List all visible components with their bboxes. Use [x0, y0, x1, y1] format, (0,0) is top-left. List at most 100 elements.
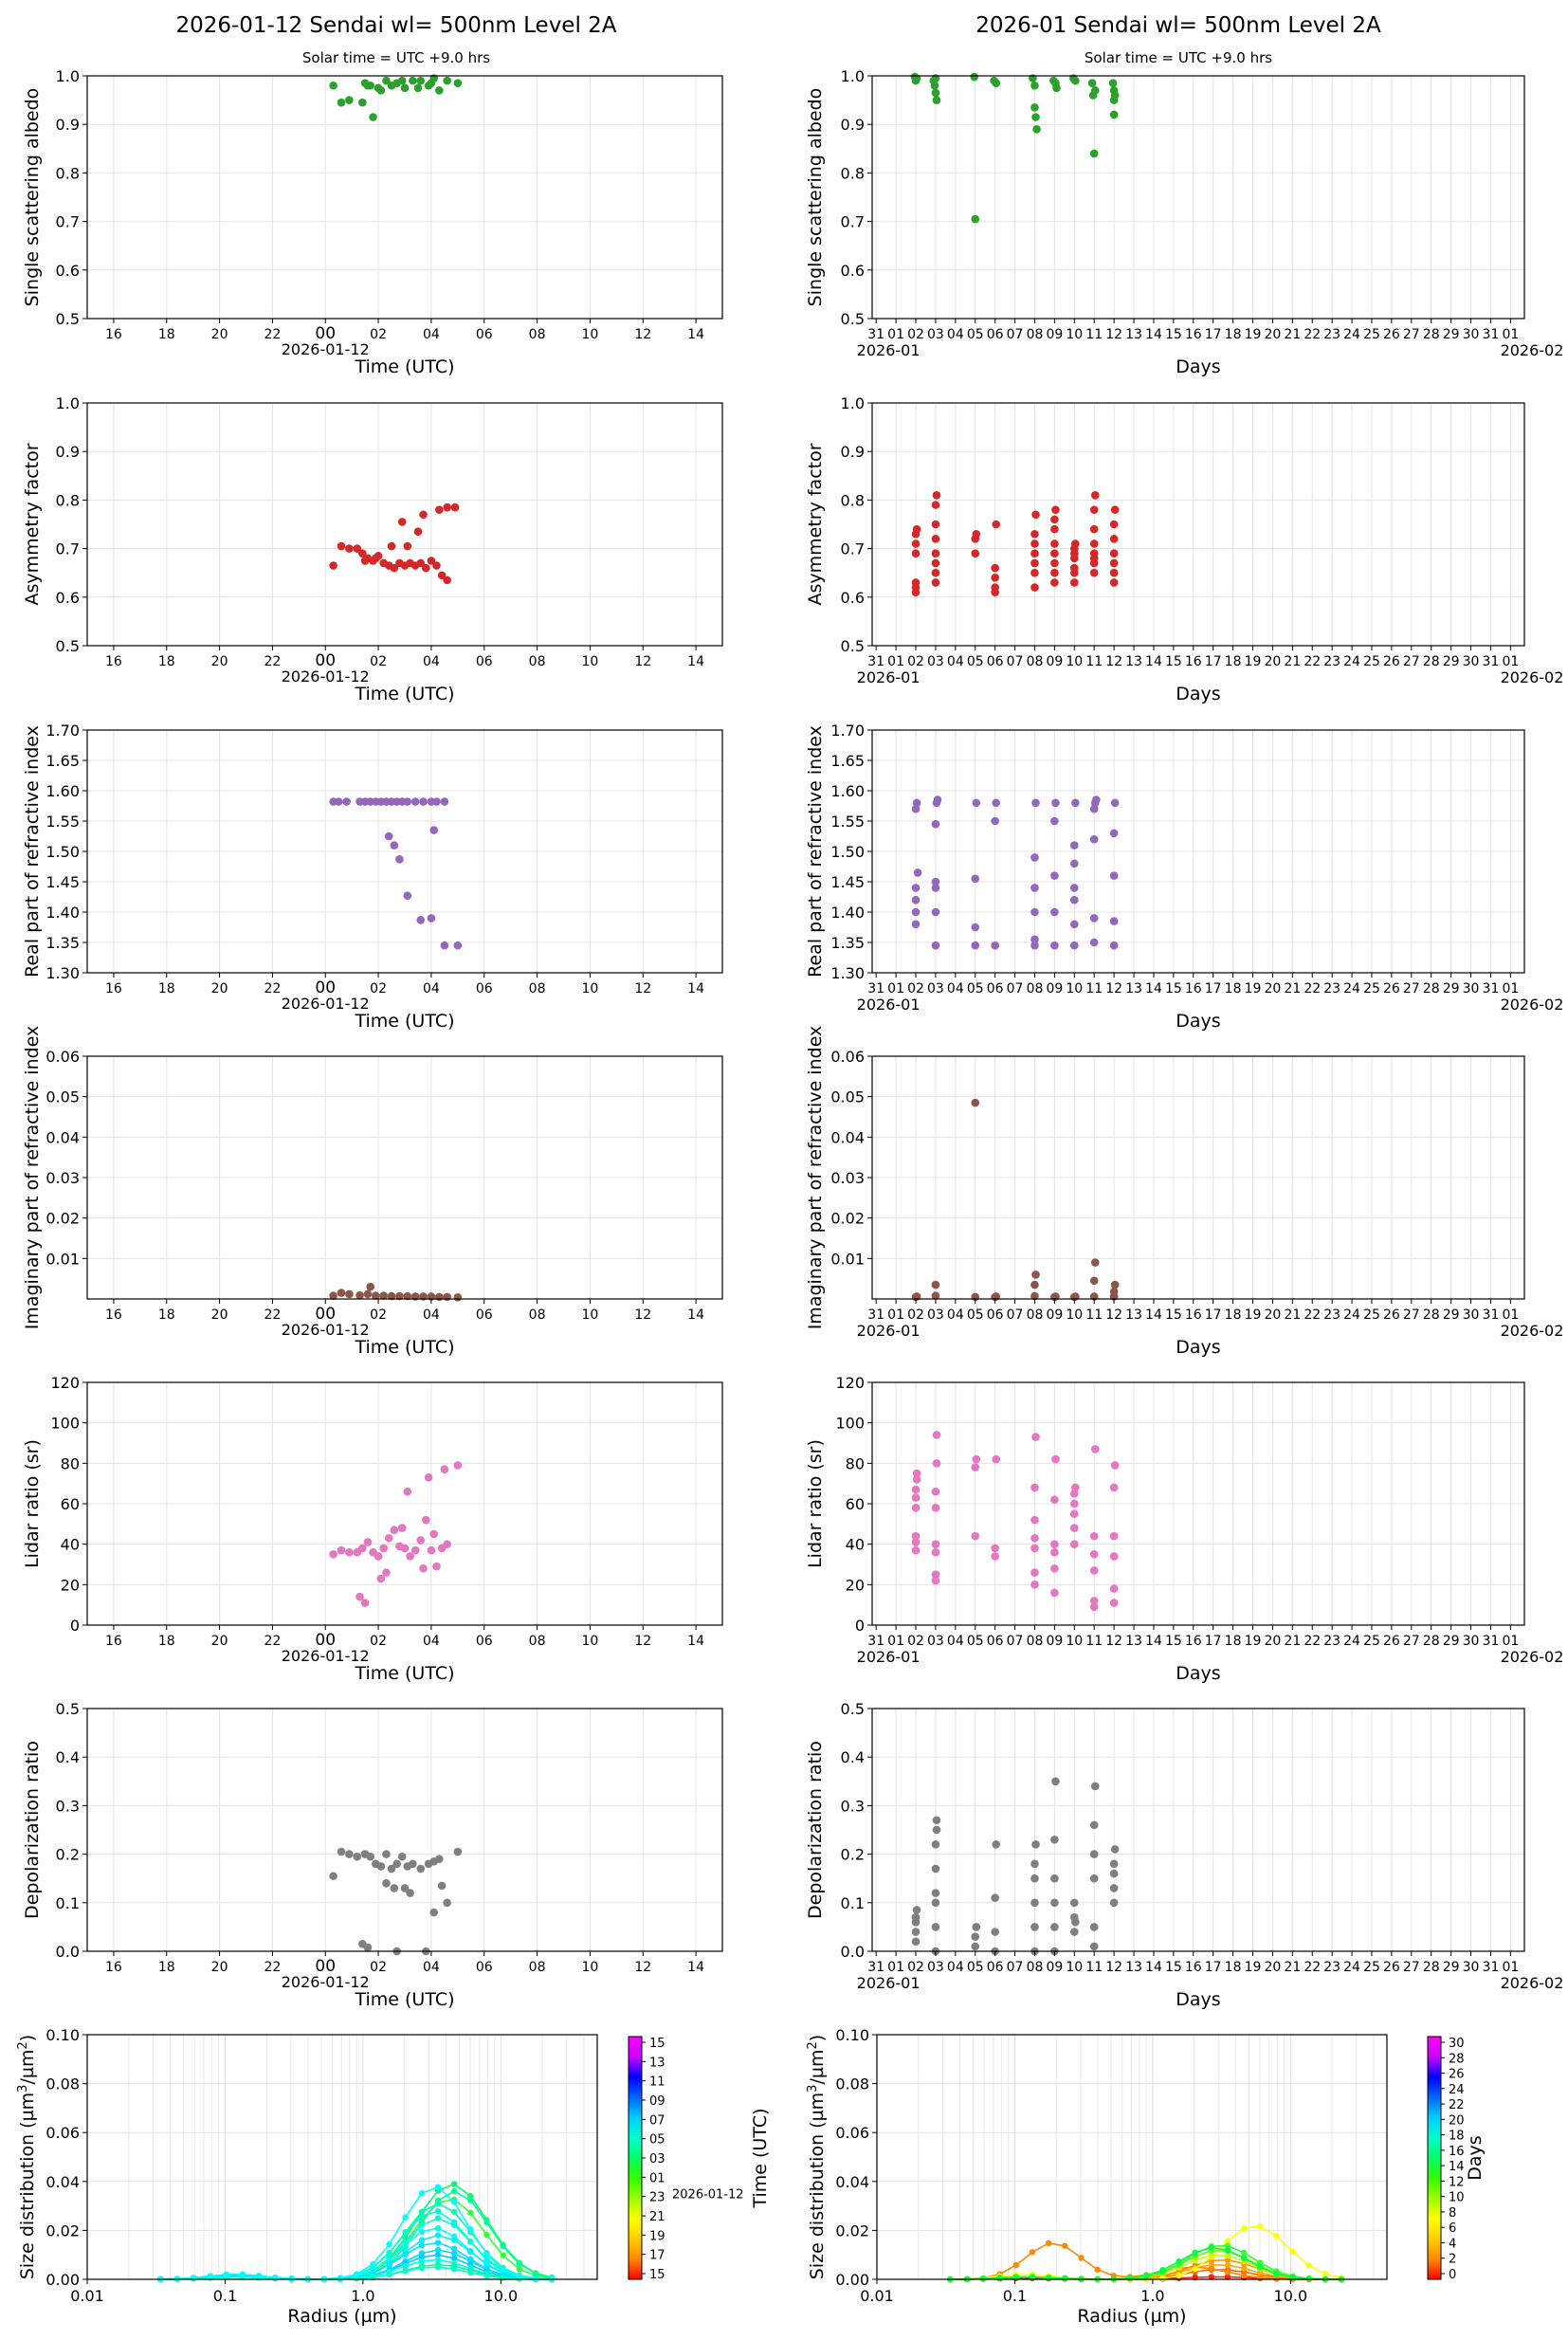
data-point [432, 1562, 441, 1571]
data-point [1071, 1483, 1080, 1492]
data-point [1109, 520, 1119, 529]
data-point [363, 1538, 373, 1546]
size-curve-point [1257, 2259, 1264, 2266]
y-tick-label: 80 [61, 1454, 80, 1472]
data-point [1050, 1898, 1059, 1908]
x-tick-label: 19 [1245, 981, 1262, 996]
x-tick-label: 18 [1225, 1960, 1242, 1975]
x-tick-label: 16 [105, 327, 122, 342]
y-tick-label: 1.30 [830, 964, 865, 982]
x-tick-label: 08 [529, 327, 546, 342]
data-point [931, 884, 940, 892]
data-point [911, 1493, 921, 1502]
size-curve-point [418, 2258, 426, 2265]
x-tick-label: 19 [1245, 654, 1262, 669]
data-point [1109, 1288, 1119, 1296]
data-point [931, 1487, 940, 1496]
x-tick-label: 18 [1225, 654, 1242, 669]
x-tick-label: 16 [105, 1960, 122, 1975]
size-curve-point [1029, 2274, 1036, 2280]
x-tick-label: 21 [1284, 654, 1301, 669]
x-tick-label: 22 [1304, 327, 1321, 342]
colorbar-bar [628, 2036, 643, 2280]
y-tick-label: 0.9 [56, 116, 80, 134]
size-curve-point [467, 2209, 474, 2216]
x-tick-label: 11 [1085, 981, 1103, 996]
data-point [931, 1889, 940, 1897]
data-point [440, 797, 449, 806]
size-curve-point [418, 2228, 426, 2235]
dep_month-frame [871, 1708, 1525, 1952]
data-point [911, 1937, 921, 1947]
y-tick-label: 0.04 [46, 1128, 80, 1146]
data-point [932, 1431, 941, 1439]
x-tick-label: 14 [1145, 1960, 1162, 1975]
x-tick-label: 21 [1284, 327, 1301, 342]
data-point [911, 1912, 921, 1922]
x-tick-label: 08 [529, 981, 546, 996]
y-tick-label: 0.04 [46, 2173, 80, 2191]
colorbar-bar [1427, 2036, 1442, 2280]
size-curve-point [450, 2266, 458, 2273]
x-tick-label: 20 [211, 981, 228, 996]
x-tick-label: 19 [1245, 327, 1262, 342]
data-point [931, 568, 940, 577]
data-point [931, 501, 940, 509]
x-tick-label: 06 [987, 1307, 1004, 1323]
y-tick-label: 120 [50, 1374, 80, 1392]
iri_month-points [911, 1098, 1120, 1302]
y-axis-label: Real part of refractive index [22, 725, 43, 978]
size_day-curves [157, 2181, 556, 2283]
x-tick-label: 02 [370, 1634, 387, 1649]
dep_day-grid [87, 1708, 722, 1952]
data-point [387, 541, 396, 551]
asy_month-frame [871, 402, 1525, 647]
y-tick-label: 0.7 [841, 213, 865, 231]
x-tick-label: 22 [1304, 1960, 1321, 1975]
y-tick-label: 0.06 [835, 2124, 869, 2142]
x-tick-label: 24 [1343, 654, 1360, 669]
x-tick-label: 18 [158, 654, 175, 669]
data-point [911, 578, 921, 587]
y-axis-label: Single scattering albedo [22, 88, 43, 307]
data-point [371, 1291, 380, 1300]
y-axis-label: Imaginary part of refractive index [805, 1026, 826, 1330]
x-tick-label: 18 [158, 981, 175, 996]
x-tick-label: 01 [1502, 981, 1519, 996]
size-curve-point [467, 2248, 474, 2256]
data-point [345, 96, 354, 104]
data-point [434, 505, 444, 514]
size-curve-point [450, 2255, 458, 2261]
x-axis-label: Time (UTC) [354, 1337, 454, 1358]
y-tick-label: 0.1 [56, 1894, 80, 1912]
x-tick-label: 29 [1443, 1307, 1460, 1323]
x-tick-label: 31 [867, 327, 884, 342]
x-tick-label: 23 [1323, 327, 1340, 342]
y-tick-label: 1.70 [830, 722, 865, 740]
data-point [1070, 841, 1079, 850]
size-curve-point [1240, 2272, 1248, 2279]
colorbar-tick-label: 13 [649, 2056, 665, 2070]
data-point [363, 1289, 373, 1299]
colorbar-tick-label: 16 [1449, 2145, 1465, 2159]
data-point [337, 541, 346, 551]
data-point [931, 819, 940, 829]
x-tick-label: 08 [529, 1960, 546, 1975]
x-tick-label: 15 [1165, 1634, 1182, 1649]
x-tick-label: 26 [1383, 654, 1400, 669]
x-date-label: 2026-01-12 [282, 667, 370, 686]
colorbar-tick-label: 26 [1449, 2068, 1465, 2082]
colorbar-tick-label: 17 [649, 2249, 665, 2263]
y-axis-label-sup: 2 [806, 2041, 820, 2049]
data-point [1108, 79, 1118, 87]
data-point [342, 797, 351, 806]
size-curve-point [1029, 2249, 1036, 2256]
data-point [1070, 1928, 1079, 1936]
size-curve-point [402, 2229, 409, 2237]
data-point [440, 941, 449, 950]
x-tick-label: 20 [1265, 981, 1282, 996]
y-axis-label: Asymmetry factor [22, 443, 43, 605]
data-point [379, 1544, 388, 1553]
data-point [360, 557, 370, 565]
data-point [1070, 1524, 1079, 1532]
